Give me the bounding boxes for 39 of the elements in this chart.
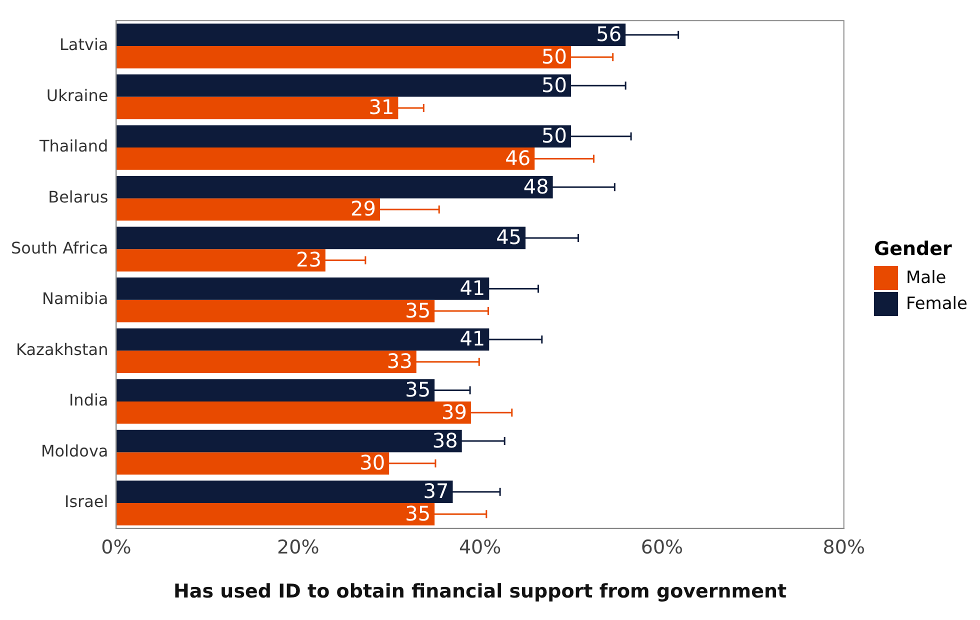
- y-tick-label: Belarus: [48, 187, 108, 206]
- data-label: 35: [405, 501, 431, 526]
- data-label: 50: [542, 124, 568, 148]
- y-tick-label: India: [68, 390, 108, 410]
- data-label: 56: [596, 22, 622, 46]
- data-label: 41: [460, 276, 486, 300]
- y-tick-label: Latvia: [60, 35, 108, 54]
- data-label: 30: [360, 450, 386, 475]
- legend-label: Male: [906, 268, 946, 288]
- data-label: 50: [542, 72, 568, 97]
- y-tick-label: Israel: [64, 492, 108, 512]
- x-tick-label: 0%: [101, 536, 132, 559]
- data-label: 48: [523, 174, 549, 198]
- data-label: 50: [542, 44, 568, 68]
- x-tick-label: 60%: [640, 536, 684, 559]
- x-tick-label: 20%: [277, 536, 320, 559]
- data-label: 35: [405, 377, 431, 402]
- x-tick-label: 80%: [822, 536, 865, 559]
- legend-label: Female: [906, 294, 968, 314]
- data-label: 33: [386, 349, 412, 374]
- data-label: 39: [442, 400, 467, 424]
- data-label: 45: [496, 225, 522, 250]
- x-tick-label: 40%: [458, 536, 502, 559]
- y-tick-label: Ukraine: [46, 86, 108, 105]
- legend-title: Gender: [874, 238, 953, 260]
- y-tick-label: South Africa: [11, 238, 108, 258]
- data-label: 46: [505, 146, 531, 170]
- data-label: 31: [368, 95, 394, 120]
- data-label: 23: [296, 247, 322, 272]
- y-tick-label: Kazakhstan: [16, 340, 108, 359]
- x-axis-title: Has used ID to obtain financial support from government: [174, 580, 787, 603]
- data-label: 38: [432, 428, 458, 452]
- y-tick-label: Namibia: [42, 289, 108, 308]
- data-label: 41: [460, 326, 486, 351]
- data-label: 35: [405, 298, 431, 322]
- y-tick-label: Thailand: [38, 136, 108, 156]
- data-label: 29: [350, 196, 376, 221]
- y-tick-label: Moldova: [40, 441, 108, 460]
- data-label: 37: [423, 479, 449, 504]
